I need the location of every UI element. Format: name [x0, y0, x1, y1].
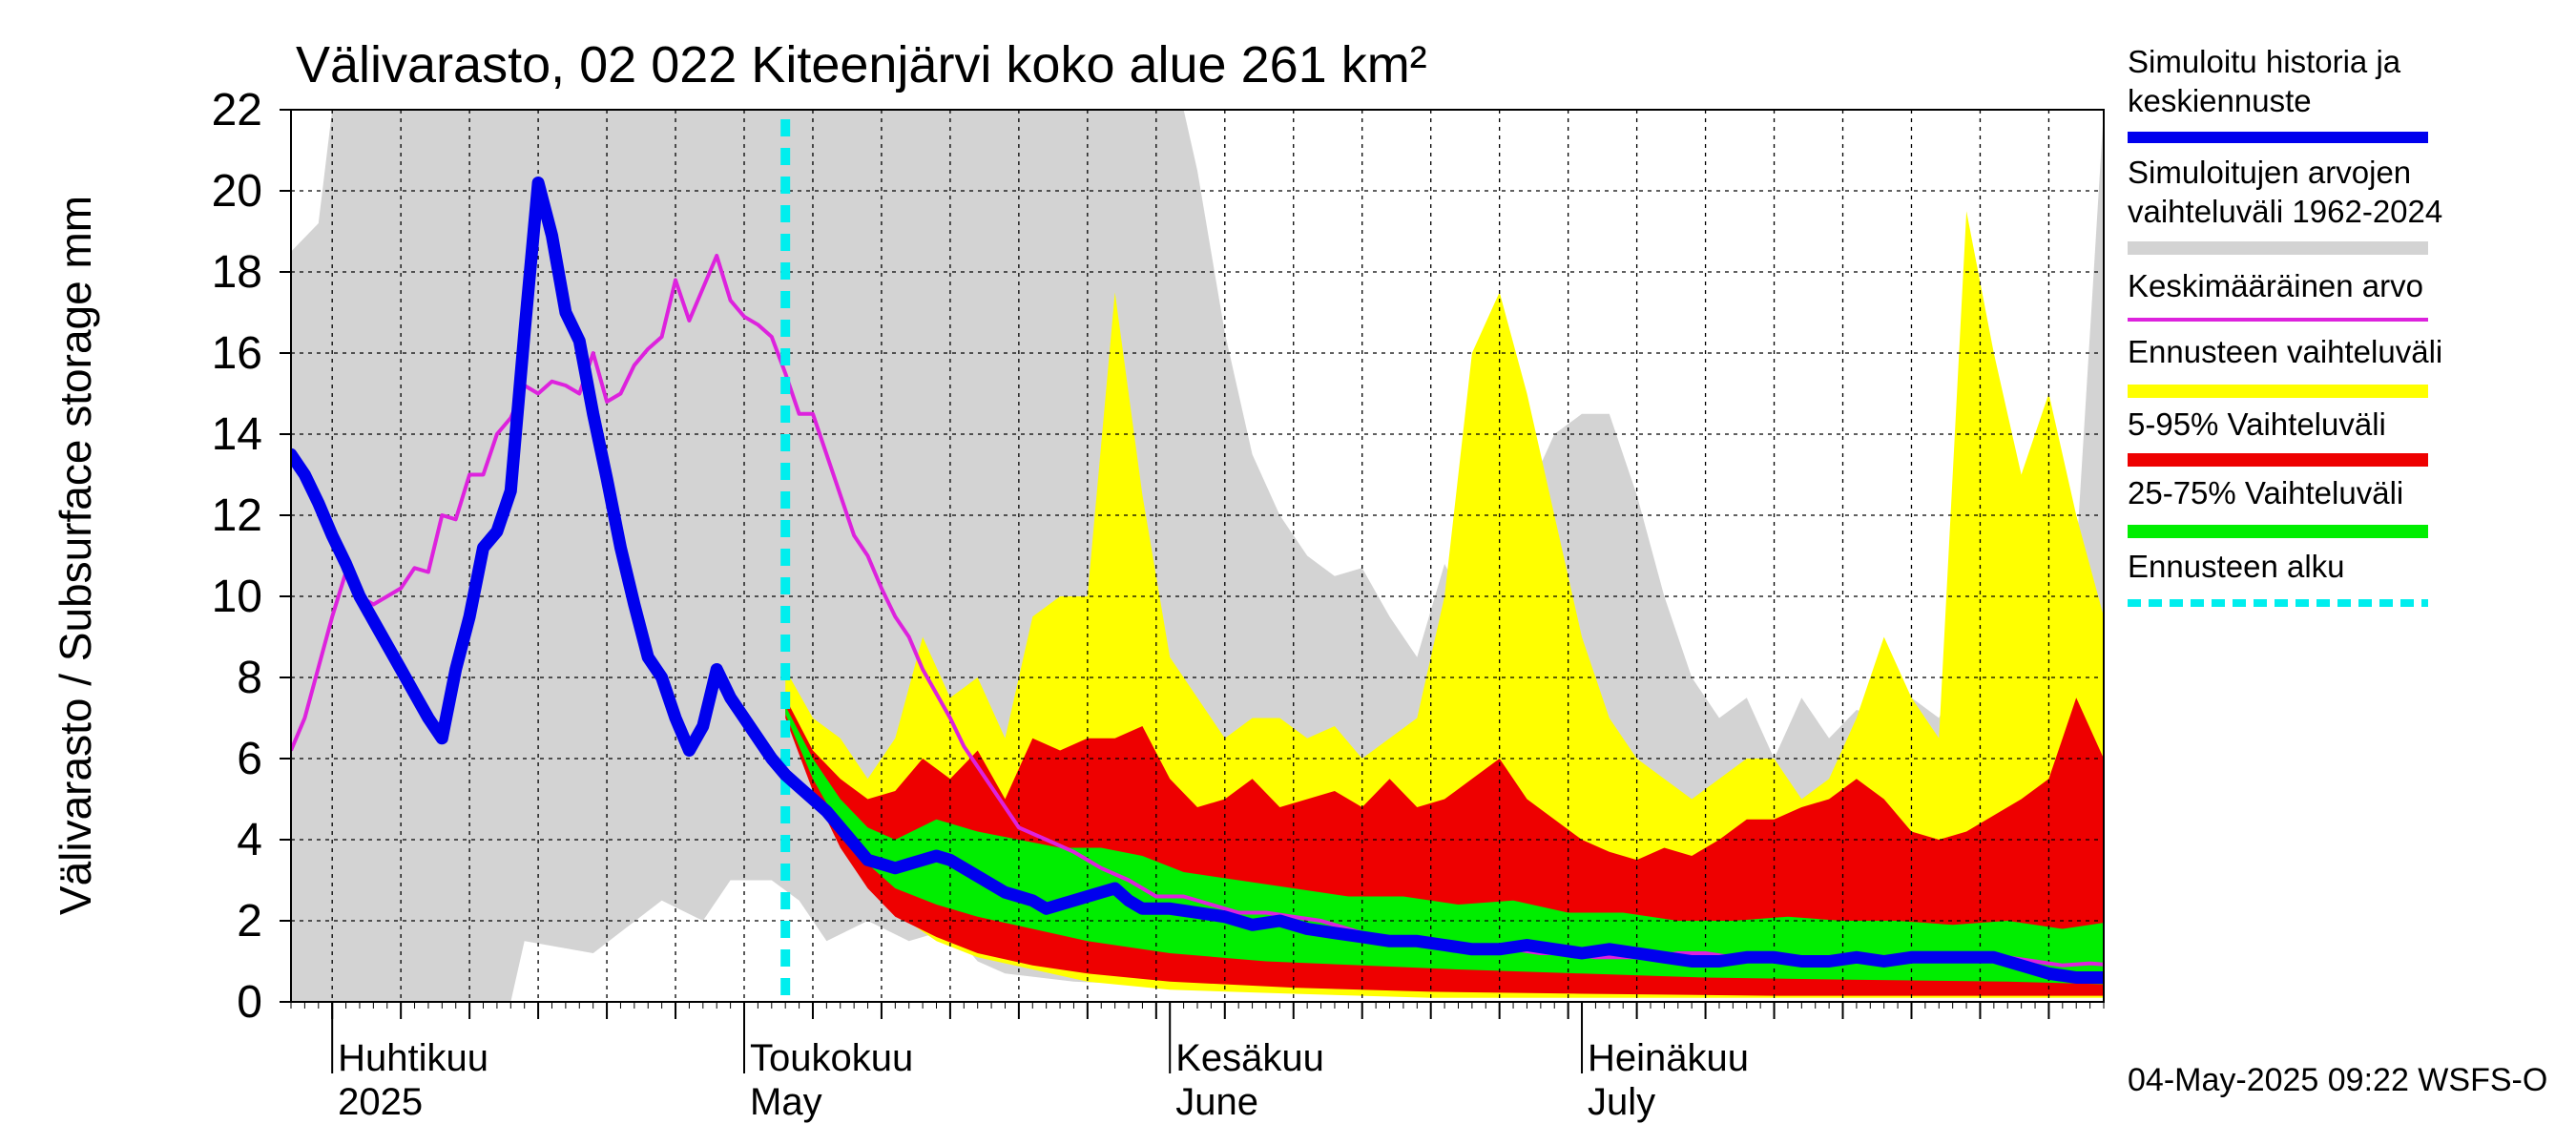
y-axis-label: Välivarasto / Subsurface storage mm	[51, 196, 100, 915]
month-sublabel: June	[1175, 1081, 1258, 1123]
month-label: Huhtikuu	[338, 1037, 488, 1079]
y-tick-label: 14	[212, 409, 262, 460]
y-tick-label: 18	[212, 247, 262, 298]
p25-75-band	[785, 705, 2104, 985]
median-line	[291, 177, 2104, 984]
legend-label: Keskimääräinen arvo	[2128, 268, 2423, 303]
month-label: Kesäkuu	[1175, 1037, 1324, 1079]
legend-label: keskiennuste	[2128, 83, 2312, 118]
month-label: Heinäkuu	[1588, 1037, 1749, 1079]
y-tick-label: 10	[212, 572, 262, 622]
y-tick-label: 0	[237, 977, 262, 1028]
y-tick-label: 22	[212, 85, 262, 135]
y-tick-label: 4	[237, 815, 262, 865]
lines-layer	[291, 119, 2104, 1002]
legend-label: 5-95% Vaihteluväli	[2128, 406, 2386, 442]
footer-timestamp: 04-May-2025 09:22 WSFS-O	[2128, 1062, 2547, 1098]
bands-layer	[291, 110, 2104, 1002]
legend-label: Ennusteen alku	[2128, 549, 2345, 584]
legend-label: Simuloitu historia ja	[2128, 44, 2401, 79]
legend: Simuloitu historia ja keskiennuste Simuloi…	[2128, 44, 2442, 607]
legend-label: Simuloitujen arvojen	[2128, 155, 2411, 190]
chart-title: Välivarasto, 02 022 Kiteenjärvi koko alu…	[296, 36, 1427, 94]
month-sublabel: 2025	[338, 1081, 423, 1123]
grid-layer	[291, 110, 2104, 1002]
y-tick-label: 6	[237, 734, 262, 784]
month-label: Toukokuu	[750, 1037, 913, 1079]
y-tick-label: 12	[212, 490, 262, 541]
legend-label: Ennusteen vaihteluväli	[2128, 334, 2442, 369]
y-tick-label: 2	[237, 896, 262, 947]
legend-label: vaihteluväli 1962-2024	[2128, 194, 2442, 229]
month-sublabel: July	[1588, 1081, 1655, 1123]
month-sublabel: May	[750, 1081, 822, 1123]
y-tick-label: 16	[212, 328, 262, 379]
legend-label: 25-75% Vaihteluväli	[2128, 475, 2403, 510]
y-tick-label: 20	[212, 166, 262, 217]
y-tick-label: 8	[237, 653, 262, 703]
